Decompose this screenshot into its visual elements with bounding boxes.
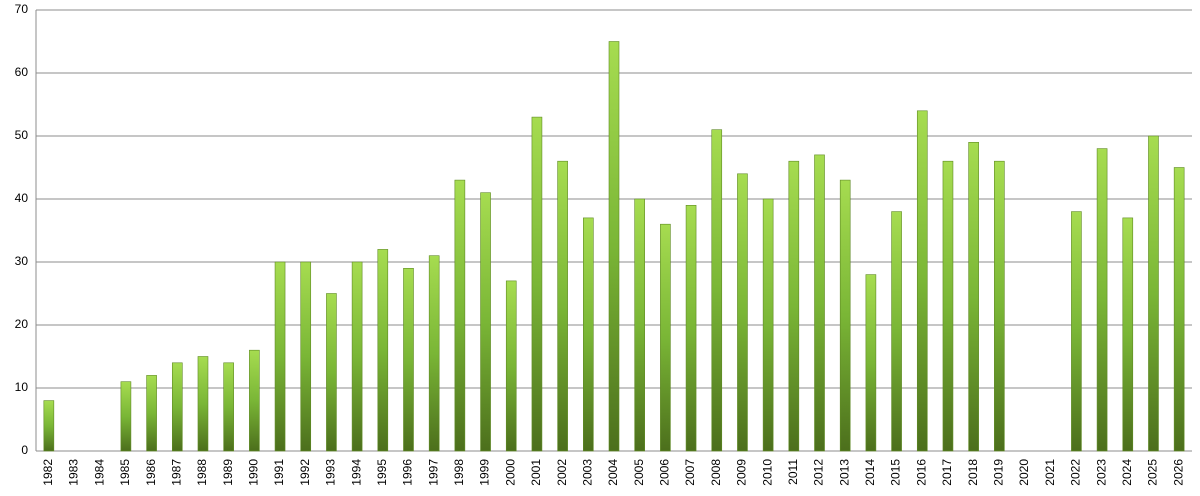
bar [660, 223, 671, 452]
y-tick-label: 20 [15, 317, 29, 331]
x-tick-label: 2000 [503, 459, 517, 486]
bar [634, 198, 645, 452]
x-tick-label: 1991 [272, 459, 286, 486]
x-tick-label: 2002 [555, 459, 569, 486]
x-tick-label: 2026 [1171, 459, 1185, 486]
y-tick-label: 30 [15, 254, 29, 268]
x-tick-label: 2006 [658, 459, 672, 486]
bar [1173, 167, 1185, 452]
y-tick-label: 60 [15, 65, 29, 79]
y-tick-label: 70 [15, 2, 29, 16]
bar [531, 116, 543, 452]
x-tick-label: 2010 [760, 459, 774, 486]
x-tick-label: 2001 [529, 459, 543, 486]
x-tick-label: 2003 [580, 459, 594, 486]
bar [916, 110, 928, 452]
x-tick-label: 1988 [195, 459, 209, 486]
x-tick-label: 2021 [1043, 459, 1057, 486]
bar [583, 217, 594, 452]
x-tick-label: 1993 [324, 459, 338, 486]
x-tick-label: 1983 [67, 459, 81, 486]
x-tick-label: 1990 [247, 459, 261, 486]
bar [171, 362, 183, 452]
y-tick-label: 10 [15, 380, 29, 394]
bar [197, 356, 209, 452]
x-tick-label: 1989 [221, 459, 235, 486]
x-tick-label: 2009 [735, 459, 749, 486]
x-tick-label: 2019 [992, 459, 1006, 486]
bar [1071, 211, 1082, 452]
bar [814, 154, 825, 452]
x-tick-label: 1994 [349, 459, 363, 486]
x-tick-label: 2013 [837, 459, 851, 486]
x-tick-label: 2004 [606, 459, 620, 486]
bar [274, 261, 286, 452]
x-tick-label: 2007 [683, 459, 697, 486]
bar [608, 41, 620, 452]
bar [994, 160, 1005, 452]
bar [1096, 148, 1108, 452]
x-tick-label: 1999 [478, 459, 492, 486]
x-tick-label: 2015 [889, 459, 903, 486]
bar [557, 160, 568, 452]
x-tick-label: 2017 [940, 459, 954, 486]
y-tick-label: 50 [15, 128, 29, 142]
bar [762, 198, 774, 452]
bar [146, 375, 157, 452]
x-tick-label: 2018 [966, 459, 980, 486]
bar [1148, 135, 1159, 452]
x-tick-label: 1984 [92, 459, 106, 486]
bar [480, 192, 491, 452]
x-tick-label: 1996 [401, 459, 415, 486]
x-tick-label: 1986 [144, 459, 158, 486]
x-tick-label: 2016 [914, 459, 928, 486]
bar [968, 142, 979, 452]
x-tick-label: 1998 [452, 459, 466, 486]
bar [891, 211, 902, 452]
bar [326, 293, 337, 452]
y-tick-label: 0 [21, 443, 28, 457]
bar [454, 179, 466, 452]
x-tick-label: 1985 [118, 459, 132, 486]
x-tick-label: 2022 [1069, 459, 1083, 486]
x-tick-label: 2011 [786, 459, 800, 485]
bar [377, 249, 389, 452]
x-tick-label: 2012 [812, 459, 826, 486]
bar [351, 261, 363, 452]
x-tick-label: 2025 [1146, 459, 1160, 486]
x-tick-label: 2023 [1094, 459, 1108, 486]
x-tick-label: 1982 [41, 459, 55, 486]
x-tick-label: 2005 [632, 459, 646, 486]
x-tick-label: 1987 [169, 459, 183, 486]
x-tick-label: 1995 [375, 459, 389, 486]
x-tick-label: 2014 [863, 459, 877, 486]
x-tick-label: 2020 [1017, 459, 1031, 486]
x-tick-label: 2024 [1120, 459, 1134, 486]
bar [428, 255, 440, 452]
bar [249, 349, 260, 452]
bar [711, 129, 723, 452]
bar [300, 261, 312, 452]
bar [942, 160, 954, 452]
x-tick-label: 2008 [709, 459, 723, 486]
y-tick-label: 40 [15, 191, 29, 205]
bar [505, 280, 517, 452]
bar [737, 173, 748, 452]
bar [788, 160, 800, 452]
bar [43, 400, 55, 452]
x-tick-label: 1992 [298, 459, 312, 486]
bar [403, 267, 414, 452]
bar [120, 381, 132, 452]
bar [839, 179, 851, 452]
bar [1122, 217, 1134, 452]
bar [685, 205, 697, 452]
bar [223, 362, 234, 452]
x-tick-label: 1997 [426, 459, 440, 486]
bar [865, 274, 877, 452]
